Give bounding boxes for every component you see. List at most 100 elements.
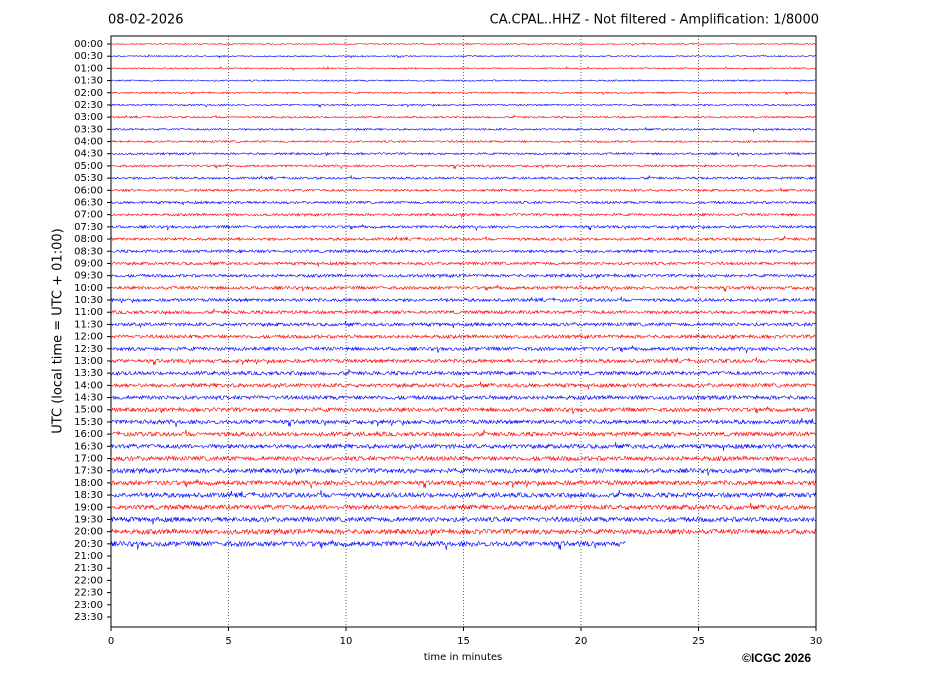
y-tick-label: 09:30 xyxy=(74,271,103,282)
trace xyxy=(110,455,817,462)
credit: ©ICGC 2026 xyxy=(742,651,811,665)
plot-frame xyxy=(110,35,817,628)
y-tick-label: 01:00 xyxy=(74,63,103,74)
trace xyxy=(110,234,817,243)
trace xyxy=(110,502,817,512)
trace xyxy=(110,272,817,280)
x-axis-label: time in minutes xyxy=(424,652,503,663)
trace xyxy=(110,114,817,120)
trace xyxy=(110,212,817,218)
trace xyxy=(110,163,816,170)
y-tick-label: 14:00 xyxy=(74,380,103,391)
y-tick-label: 15:00 xyxy=(74,405,103,416)
x-tick-label: 20 xyxy=(575,636,588,647)
y-tick-label: 16:00 xyxy=(74,429,103,440)
trace xyxy=(110,65,817,71)
y-tick-label: 06:30 xyxy=(74,197,103,208)
trace xyxy=(110,260,816,267)
trace xyxy=(110,539,626,551)
chart-date: 08-02-2026 xyxy=(108,13,184,28)
trace xyxy=(110,442,817,451)
y-tick-label: 05:00 xyxy=(74,161,103,172)
y-tick-label: 04:30 xyxy=(74,149,103,160)
y-tick-label: 04:00 xyxy=(74,137,103,148)
y-tick-label: 22:30 xyxy=(74,588,103,599)
y-tick-label: 19:00 xyxy=(74,502,103,513)
x-tick-label: 0 xyxy=(108,636,114,647)
x-tick-label: 30 xyxy=(810,636,823,647)
y-tick-label: 20:30 xyxy=(74,539,103,550)
y-tick-label: 03:00 xyxy=(74,112,103,123)
trace xyxy=(110,223,817,232)
trace xyxy=(110,79,817,83)
y-tick-label: 14:30 xyxy=(74,393,103,404)
y-tick-label: 01:30 xyxy=(74,76,103,87)
trace xyxy=(110,333,817,340)
trace xyxy=(110,139,816,144)
trace xyxy=(110,489,817,499)
trace xyxy=(110,479,817,489)
trace xyxy=(110,54,816,59)
y-tick-label: 02:00 xyxy=(74,88,103,99)
trace xyxy=(110,321,816,329)
y-tick-label: 08:00 xyxy=(74,234,103,245)
x-tick-label: 5 xyxy=(225,636,231,647)
y-tick-label: 15:30 xyxy=(74,417,103,428)
y-tick-label: 17:30 xyxy=(74,466,103,477)
y-tick-label: 11:00 xyxy=(74,307,103,318)
y-tick-label: 17:00 xyxy=(74,454,103,465)
y-tick-label: 23:30 xyxy=(74,612,103,623)
trace xyxy=(110,381,817,390)
y-tick-label: 23:00 xyxy=(74,600,103,611)
trace xyxy=(110,527,817,536)
y-tick-label: 06:00 xyxy=(74,185,103,196)
trace xyxy=(110,90,817,96)
trace xyxy=(110,344,817,354)
trace xyxy=(110,369,817,377)
trace xyxy=(110,151,816,157)
y-tick-label: 07:00 xyxy=(74,210,103,221)
y-tick-label: 22:00 xyxy=(74,575,103,586)
trace xyxy=(110,284,817,292)
trace xyxy=(110,200,817,206)
x-tick-label: 25 xyxy=(692,636,705,647)
y-tick-label: 12:30 xyxy=(74,344,103,355)
y-tick-label: 13:00 xyxy=(74,356,103,367)
trace xyxy=(110,516,817,525)
trace xyxy=(110,418,817,427)
trace xyxy=(110,103,816,108)
y-tick-label: 12:00 xyxy=(74,332,103,343)
y-tick-label: 05:30 xyxy=(74,173,103,184)
y-tick-label: 16:30 xyxy=(74,441,103,452)
y-tick-label: 07:30 xyxy=(74,222,103,233)
y-tick-label: 03:30 xyxy=(74,124,103,135)
y-tick-label: 10:00 xyxy=(74,283,103,294)
trace xyxy=(110,429,817,438)
y-tick-label: 18:30 xyxy=(74,490,103,501)
trace xyxy=(110,174,817,181)
trace xyxy=(110,467,817,476)
x-tick-label: 10 xyxy=(340,636,353,647)
trace xyxy=(110,126,817,133)
y-tick-label: 13:30 xyxy=(74,368,103,379)
y-axis-label: UTC (local time = UTC + 01:00) xyxy=(51,228,66,433)
y-tick-label: 19:30 xyxy=(74,514,103,525)
y-tick-label: 10:30 xyxy=(74,295,103,306)
y-tick-label: 08:30 xyxy=(74,246,103,257)
y-tick-label: 18:00 xyxy=(74,478,103,489)
y-tick-label: 21:00 xyxy=(74,551,103,562)
x-tick-label: 15 xyxy=(457,636,470,647)
chart-title: CA.CPAL..HHZ - Not filtered - Amplificat… xyxy=(490,13,819,28)
trace xyxy=(110,394,817,401)
y-tick-label: 02:30 xyxy=(74,100,103,111)
y-tick-label: 00:30 xyxy=(74,51,103,62)
trace xyxy=(110,42,817,47)
trace xyxy=(110,308,817,315)
trace xyxy=(110,406,817,415)
trace xyxy=(110,357,817,366)
trace xyxy=(110,186,817,194)
y-tick-label: 11:30 xyxy=(74,319,103,330)
y-tick-label: 09:00 xyxy=(74,258,103,269)
y-tick-label: 00:00 xyxy=(74,39,103,50)
